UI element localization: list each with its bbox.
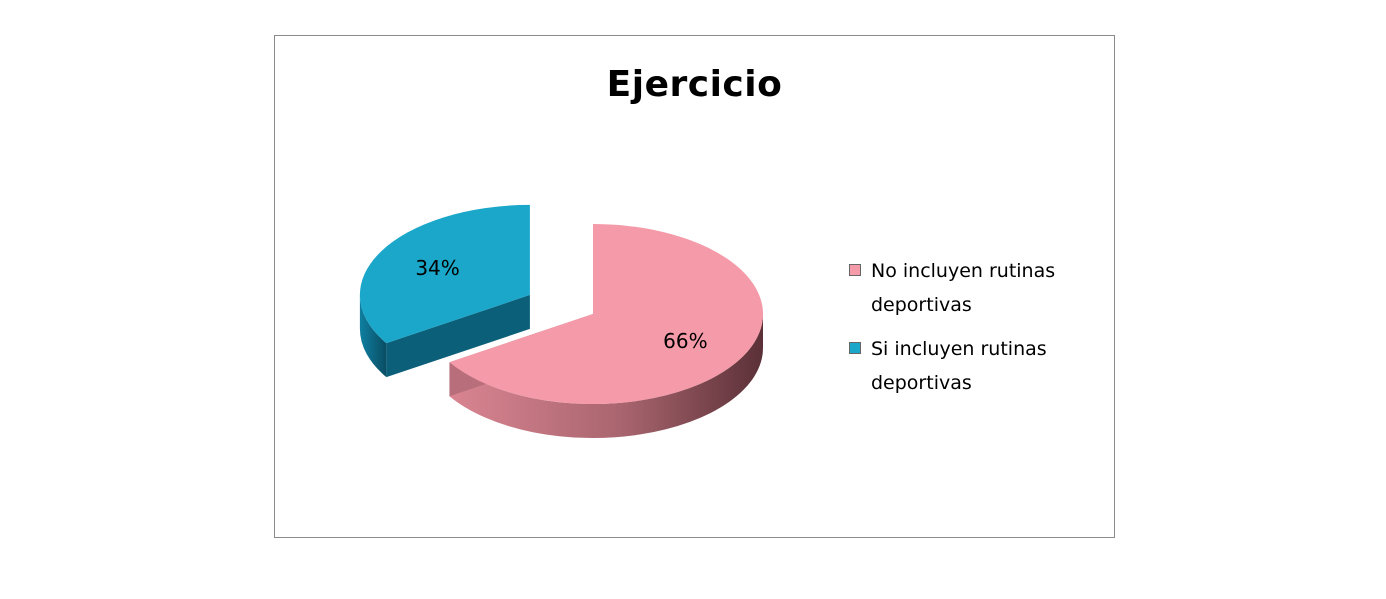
slice-data-label: 66% [663,329,707,353]
legend-swatch-icon [849,342,861,354]
pie-slice-group: 34% [359,204,530,378]
pie-slice-group: 66% [449,224,763,439]
slice-data-label: 34% [415,256,459,280]
chart-title: Ejercicio [606,64,783,105]
pie-chart: 34% 66% [359,204,763,439]
legend-label: Si incluyen rutinas deportivas [871,338,1047,394]
legend-swatch-icon [849,264,861,276]
pie-slice-wall [386,294,530,378]
pie-slice-top [359,204,530,344]
pie-slice-side [449,314,763,439]
legend-item: No incluyen rutinas deportivas [849,254,1109,322]
pie-slice-side [359,294,387,378]
pie-slice-top [449,224,763,404]
chart-frame: Ejercicio 34% 66% No incluyen rutinas dep… [274,35,1115,538]
legend-item: Si incluyen rutinas deportivas [849,332,1109,400]
legend: No incluyen rutinas deportivas Si incluy… [849,254,1109,410]
legend-label: No incluyen rutinas deportivas [871,260,1056,316]
